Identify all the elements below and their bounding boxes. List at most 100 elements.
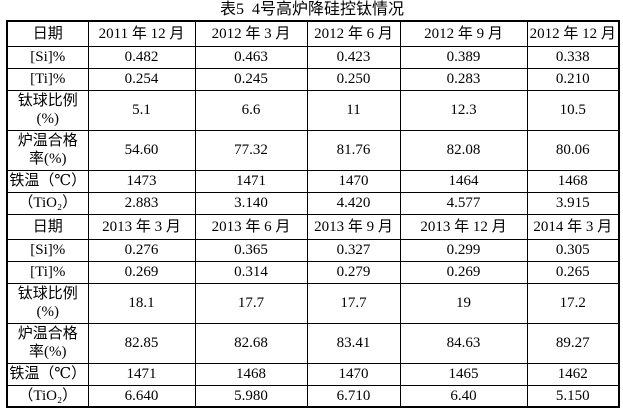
value-cell: 2.883 <box>87 191 196 215</box>
value-cell: 82.85 <box>87 322 196 364</box>
table-row-pellet-ratio-2: 钛球比例 (%) 18.1 17.7 17.7 19 17.2 <box>6 282 620 324</box>
value-cell: 0.210 <box>526 67 620 91</box>
value-cell: 0.389 <box>399 45 528 69</box>
row-label-cell: [Ti]% <box>6 67 89 91</box>
value-cell: 0.283 <box>399 67 528 91</box>
table-row-si-2: [Si]% 0.276 0.365 0.327 0.299 0.305 <box>6 238 620 262</box>
value-cell: 2013 年 3 月 <box>87 213 196 240</box>
value-cell: 54.60 <box>87 129 196 171</box>
value-cell: 17.7 <box>194 282 308 324</box>
value-cell: 1470 <box>306 169 401 193</box>
value-cell: 1470 <box>306 362 401 386</box>
value-cell: 6.710 <box>306 384 401 408</box>
table-row-iron-temp-2: 铁温（℃） 1471 1468 1470 1465 1462 <box>6 362 620 386</box>
value-cell: 1462 <box>526 362 620 386</box>
value-cell: 5.1 <box>87 89 196 131</box>
table-row-tio2-2: （TiO₂） 6.640 5.980 6.710 6.40 5.150 <box>6 384 620 408</box>
value-cell: 4.420 <box>306 191 401 215</box>
value-cell: 2012 年 9 月 <box>399 20 528 47</box>
table-row-iron-temp-1: 铁温（℃） 1473 1471 1470 1464 1468 <box>6 169 620 193</box>
value-cell: 89.27 <box>526 322 620 364</box>
value-cell: 17.7 <box>306 282 401 324</box>
value-cell: 18.1 <box>87 282 196 324</box>
value-cell: 3.915 <box>526 191 620 215</box>
row-label-cell: 钛球比例 (%) <box>6 282 89 324</box>
value-cell: 6.640 <box>87 384 196 408</box>
row-label-cell: 炉温合格 率(%) <box>6 129 89 171</box>
value-cell: 2012 年 12 月 <box>526 20 620 47</box>
value-cell: 0.299 <box>399 238 528 262</box>
value-cell: 2013 年 6 月 <box>194 213 308 240</box>
value-cell: 82.68 <box>194 322 308 364</box>
table-row-date-header-2: 日期 2013 年 3 月 2013 年 6 月 2013 年 9 月 2013… <box>6 213 620 240</box>
value-cell: 10.5 <box>526 89 620 131</box>
value-cell: 80.06 <box>526 129 620 171</box>
value-cell: 0.305 <box>526 238 620 262</box>
value-cell: 0.250 <box>306 67 401 91</box>
row-label-cell: 铁温（℃） <box>6 362 89 386</box>
value-cell: 2014 年 3 月 <box>526 213 620 240</box>
table-row-temp-pass-rate-2: 炉温合格 率(%) 82.85 82.68 83.41 84.63 89.27 <box>6 322 620 364</box>
value-cell: 3.140 <box>194 191 308 215</box>
table-row-tio2-1: （TiO₂） 2.883 3.140 4.420 4.577 3.915 <box>6 191 620 215</box>
value-cell: 6.40 <box>399 384 528 408</box>
value-cell: 1468 <box>194 362 308 386</box>
value-cell: 5.150 <box>526 384 620 408</box>
value-cell: 12.3 <box>399 89 528 131</box>
value-cell: 1465 <box>399 362 528 386</box>
data-table: 日期 2011 年 12 月 2012 年 3 月 2012 年 6 月 201… <box>6 20 620 408</box>
value-cell: 1464 <box>399 169 528 193</box>
value-cell: 0.338 <box>526 45 620 69</box>
value-cell: 0.279 <box>306 260 401 284</box>
value-cell: 2012 年 6 月 <box>306 20 401 47</box>
value-cell: 17.2 <box>526 282 620 324</box>
table-row-date-header-1: 日期 2011 年 12 月 2012 年 3 月 2012 年 6 月 201… <box>6 20 620 47</box>
value-cell: 0.254 <box>87 67 196 91</box>
row-label-cell: [Ti]% <box>6 260 89 284</box>
value-cell: 2013 年 12 月 <box>399 213 528 240</box>
value-cell: 0.314 <box>194 260 308 284</box>
value-cell: 82.08 <box>399 129 528 171</box>
table-caption: 表5 4号高炉降硅控钛情况 <box>219 1 404 18</box>
row-label-cell: 日期 <box>6 20 89 47</box>
value-cell: 81.76 <box>306 129 401 171</box>
value-cell: 11 <box>306 89 401 131</box>
value-cell: 0.423 <box>306 45 401 69</box>
row-label-cell: 日期 <box>6 213 89 240</box>
table-row-si-1: [Si]% 0.482 0.463 0.423 0.389 0.338 <box>6 45 620 69</box>
value-cell: 1471 <box>194 169 308 193</box>
row-label-cell: 钛球比例 (%) <box>6 89 89 131</box>
value-cell: 5.980 <box>194 384 308 408</box>
value-cell: 6.6 <box>194 89 308 131</box>
value-cell: 2011 年 12 月 <box>87 20 196 47</box>
value-cell: 4.577 <box>399 191 528 215</box>
row-label-cell: （TiO₂） <box>6 191 89 215</box>
value-cell: 0.365 <box>194 238 308 262</box>
table-row-temp-pass-rate-1: 炉温合格 率(%) 54.60 77.32 81.76 82.08 80.06 <box>6 129 620 171</box>
row-label-cell: [Si]% <box>6 45 89 69</box>
value-cell: 2013 年 9 月 <box>306 213 401 240</box>
table-row-pellet-ratio-1: 钛球比例 (%) 5.1 6.6 11 12.3 10.5 <box>6 89 620 131</box>
value-cell: 84.63 <box>399 322 528 364</box>
row-label-cell: （TiO₂） <box>6 384 89 408</box>
value-cell: 83.41 <box>306 322 401 364</box>
row-label-cell: 铁温（℃） <box>6 169 89 193</box>
value-cell: 0.482 <box>87 45 196 69</box>
value-cell: 2012 年 3 月 <box>194 20 308 47</box>
value-cell: 1473 <box>87 169 196 193</box>
table-row-ti-1: [Ti]% 0.254 0.245 0.250 0.283 0.210 <box>6 67 620 91</box>
value-cell: 0.463 <box>194 45 308 69</box>
value-cell: 1471 <box>87 362 196 386</box>
row-label-cell: [Si]% <box>6 238 89 262</box>
value-cell: 0.327 <box>306 238 401 262</box>
value-cell: 0.269 <box>399 260 528 284</box>
table-row-ti-2: [Ti]% 0.269 0.314 0.279 0.269 0.265 <box>6 260 620 284</box>
value-cell: 77.32 <box>194 129 308 171</box>
value-cell: 1468 <box>526 169 620 193</box>
value-cell: 0.276 <box>87 238 196 262</box>
value-cell: 19 <box>399 282 528 324</box>
row-label-cell: 炉温合格 率(%) <box>6 322 89 364</box>
value-cell: 0.269 <box>87 260 196 284</box>
value-cell: 0.265 <box>526 260 620 284</box>
